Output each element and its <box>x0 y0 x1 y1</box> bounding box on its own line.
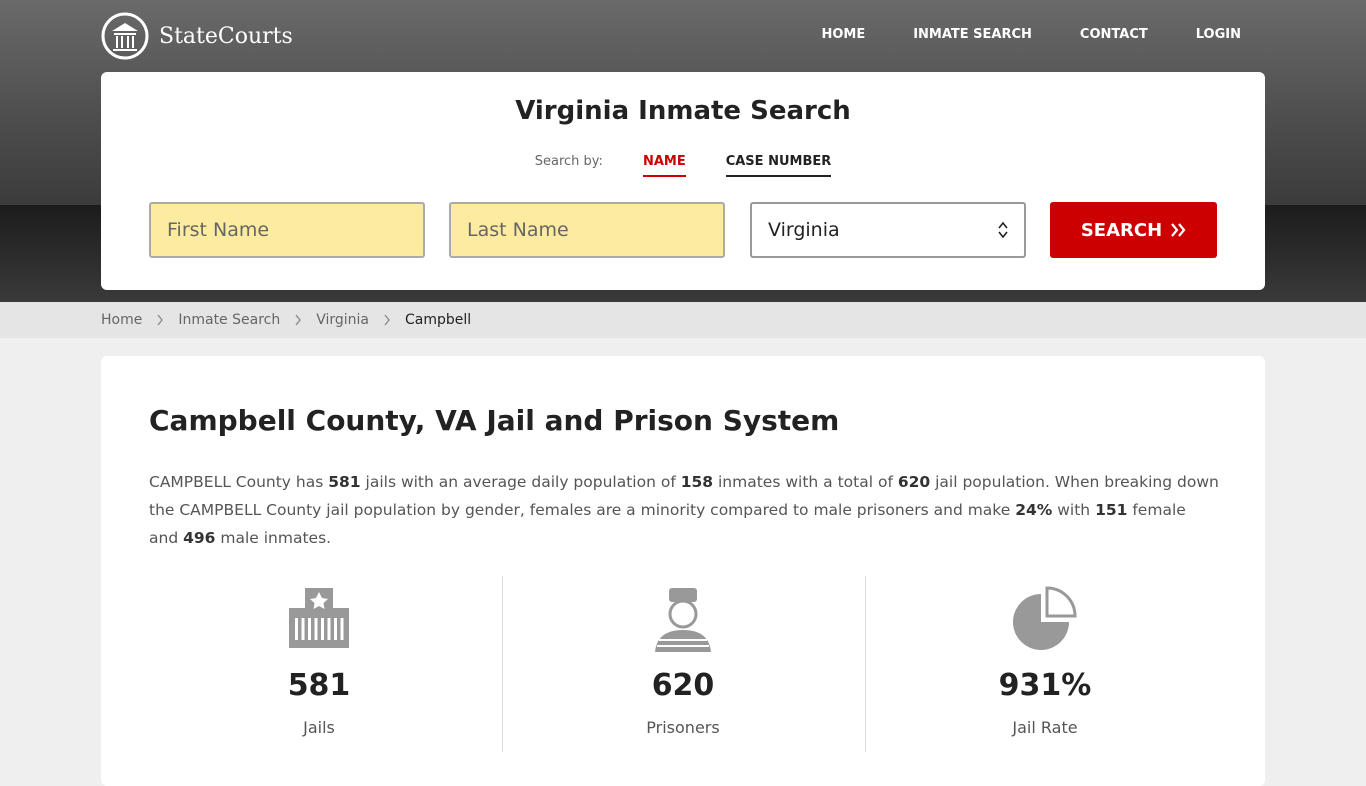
state-select[interactable]: Virginia <box>750 202 1026 258</box>
state-value: Virginia <box>768 219 840 241</box>
stat-label: Jail Rate <box>1012 718 1078 737</box>
tab[interactable]: NAME <box>642 154 686 177</box>
paragraph-text: female and <box>149 501 1186 547</box>
chevrons-icon <box>1171 223 1186 237</box>
breadcrumb-item: Campbell <box>405 312 472 328</box>
paragraph-figure: 496 <box>183 529 216 547</box>
paragraph-figure: 581 <box>328 473 361 491</box>
content-heading: Campbell County, VA Jail and Prison Syst… <box>149 404 840 437</box>
paragraph-figure: 151 <box>1095 501 1128 519</box>
logo-text: StateCourts <box>159 23 293 49</box>
breadcrumb-separator <box>384 314 390 326</box>
paragraph-figure: 620 <box>897 473 931 491</box>
paragraph-text: male inmates. <box>215 529 332 547</box>
paragraph-text: CAMPBELL County has <box>149 473 329 491</box>
nav-link[interactable]: HOME <box>821 27 866 42</box>
stat-label: Jails <box>303 718 335 737</box>
breadcrumb-separator <box>295 314 302 326</box>
stat-value: 620 <box>651 668 715 703</box>
select-arrows <box>998 221 1008 239</box>
nav-link[interactable]: INMATE SEARCH <box>913 27 1032 42</box>
paragraph-text: inmates with a total of <box>713 473 898 491</box>
hero: StateCourts HOME INMATE SEARCH CONTACT L… <box>0 0 1366 302</box>
nav: HOME INMATE SEARCH CONTACT LOGIN <box>821 27 1241 42</box>
stat-separator <box>865 576 866 752</box>
stat-icon <box>289 588 349 648</box>
tab[interactable]: CASE NUMBER <box>725 154 832 177</box>
logo-icon <box>101 12 149 60</box>
search-button-text: SEARCH <box>1080 219 1163 241</box>
nav-link[interactable]: LOGIN <box>1195 27 1241 42</box>
paragraph-text: jail population. When breaking down the … <box>149 473 1219 519</box>
stat-value: 581 <box>287 668 351 703</box>
stat-label: Prisoners <box>646 718 720 737</box>
search-by-label: Search by: <box>534 154 603 169</box>
last-name-input[interactable]: Last Name <box>449 202 725 258</box>
paragraph-figure: 158 <box>680 473 714 491</box>
search-card: Virginia Inmate Search Search by: NAME C… <box>101 72 1265 290</box>
content-card: Campbell County, VA Jail and Prison Syst… <box>101 356 1265 786</box>
paragraph-text: jails with an average daily population o… <box>360 473 681 491</box>
stat: 620 Prisoners <box>502 576 864 752</box>
stat-icon <box>655 588 711 652</box>
stat: 581 Jails <box>149 576 489 752</box>
logo[interactable]: StateCourts <box>101 12 293 60</box>
breadcrumb-item[interactable]: Virginia <box>316 312 370 328</box>
stat-value: 931% <box>998 668 1092 703</box>
nav-link[interactable]: CONTACT <box>1079 27 1148 42</box>
breadcrumb-separator <box>157 314 164 326</box>
stat-icon <box>1013 586 1077 650</box>
content-paragraph: CAMPBELL County has 581 jails with an av… <box>149 468 1219 552</box>
paragraph-figure: 24% <box>1015 501 1053 519</box>
breadcrumb-item[interactable]: Home <box>101 312 143 328</box>
breadcrumb-item[interactable]: Inmate Search <box>178 312 281 328</box>
search-by: Search by: NAME CASE NUMBER <box>101 154 1265 177</box>
search-button[interactable]: SEARCH <box>1050 202 1217 258</box>
first-name-input[interactable]: First Name <box>149 202 425 258</box>
stat-separator <box>502 576 503 752</box>
stat: 931% Jail Rate <box>865 576 1225 752</box>
search-title: Virginia Inmate Search <box>515 96 851 126</box>
breadcrumb: Home Inmate Search Virginia Campbell <box>0 302 1366 338</box>
paragraph-text: with <box>1052 501 1096 519</box>
